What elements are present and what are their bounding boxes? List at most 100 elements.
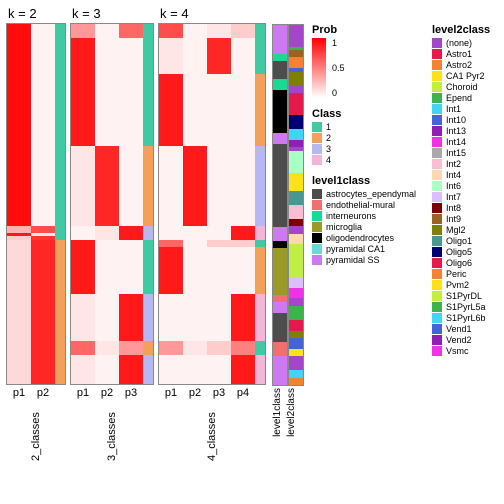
figure-root: k = 2p1p22_classesk = 3p1p2p33_classesk … [6,6,498,467]
legend-item: Mgl2 [432,225,492,235]
swatch-icon [432,324,442,334]
legend-item: Oligo6 [432,258,492,268]
swatch-icon [432,346,442,356]
panel-2: k = 3 p1p2p33_classes [70,6,154,467]
swatch-icon [432,126,442,136]
legend-item: microglia [312,222,432,232]
legend-item: Choroid [432,82,492,92]
annotation-block: level1classlevel2class [266,6,304,437]
legend-item: astrocytes_ependymal [312,189,432,199]
swatch-icon [432,291,442,301]
heatmap-panels: k = 2p1p22_classesk = 3p1p2p33_classesk … [6,6,266,467]
swatch-icon [432,302,442,312]
legend-item: Oligo1 [432,236,492,246]
panel-title: k = 3 [68,6,156,21]
swatch-icon [432,225,442,235]
legend-item: interneurons [312,211,432,221]
legend-item: 4 [312,155,432,165]
swatch-icon [432,38,442,48]
col-label: p4 [231,387,255,403]
heatmap-col [159,24,183,384]
panel-side-label: 3_classes [106,407,118,467]
heatmap-col [31,24,55,384]
legend-block-1: Prob10.50Class1234level1classastrocytes_… [312,24,432,275]
class-strip [255,24,265,384]
legend-item: Int13 [432,126,492,136]
legend-item: 2 [312,133,432,143]
legend-item: pyramidal CA1 [312,244,432,254]
annot-col-level2class [288,24,304,386]
swatch-icon [432,214,442,224]
swatch-icon [432,93,442,103]
swatch-icon [432,159,442,169]
annot-label: level1class [272,388,286,437]
gradient-bar [312,38,326,98]
legend-item: S1PyrL5a [432,302,492,312]
col-label: p3 [119,387,143,403]
legend-block-2: level2class(none)Astro1Astro2CA1 Pyr2Cho… [432,24,492,366]
legend-item: CA1 Pyr2 [432,71,492,81]
swatch-icon [312,200,322,210]
swatch-icon [432,236,442,246]
col-label: p2 [183,387,207,403]
heatmap-col [7,24,31,384]
swatch-icon [432,71,442,81]
legend-item: Int1 [432,104,492,114]
legend-title: level2class [432,24,492,36]
heatmap-col [183,24,207,384]
swatch-icon [432,258,442,268]
legend-item: Int9 [432,214,492,224]
heatmap [6,23,66,385]
heatmap-col [207,24,231,384]
col-label: p1 [7,387,31,403]
heatmap [158,23,266,385]
swatch-icon [312,122,322,132]
swatch-icon [312,133,322,143]
legend-item: Int6 [432,181,492,191]
panel-title: k = 4 [156,6,268,21]
class-strip [55,24,65,384]
panel-side-label: 4_classes [206,407,218,467]
legend-title: Prob [312,24,432,36]
class-strip [143,24,153,384]
swatch-icon [432,181,442,191]
legend-item: Astro1 [432,49,492,59]
heatmap-col [119,24,143,384]
col-label: p3 [207,387,231,403]
swatch-icon [432,148,442,158]
legend-item: 1 [312,122,432,132]
swatch-icon [432,269,442,279]
legend-item: Int2 [432,159,492,169]
swatch-icon [312,144,322,154]
swatch-icon [432,60,442,70]
swatch-icon [432,247,442,257]
swatch-icon [312,244,322,254]
legend-item: oligodendrocytes [312,233,432,243]
panel-side-label: 2_classes [30,407,42,467]
col-label: p2 [31,387,55,403]
legend-title: Class [312,108,432,120]
annot-label: level2class [286,388,300,437]
panel-title: k = 2 [4,6,68,21]
col-label: p1 [159,387,183,403]
legend-item: Pvm2 [432,280,492,290]
swatch-icon [432,192,442,202]
legend-item: pyramidal SS [312,255,432,265]
swatch-icon [312,233,322,243]
heatmap-col [95,24,119,384]
legend-item: Int7 [432,192,492,202]
col-label: p2 [95,387,119,403]
swatch-icon [312,255,322,265]
legend-item: Vend1 [432,324,492,334]
swatch-icon [432,137,442,147]
legend-item: endothelial-mural [312,200,432,210]
legend-item: Vend2 [432,335,492,345]
col-label: p1 [71,387,95,403]
legend-item: 3 [312,144,432,154]
legend-item: S1PyrL6b [432,313,492,323]
swatch-icon [432,49,442,59]
legend-item: Int8 [432,203,492,213]
panel-3: k = 4 p1p2p3p4 4_classes [158,6,266,467]
swatch-icon [432,313,442,323]
legend-item: Astro2 [432,60,492,70]
